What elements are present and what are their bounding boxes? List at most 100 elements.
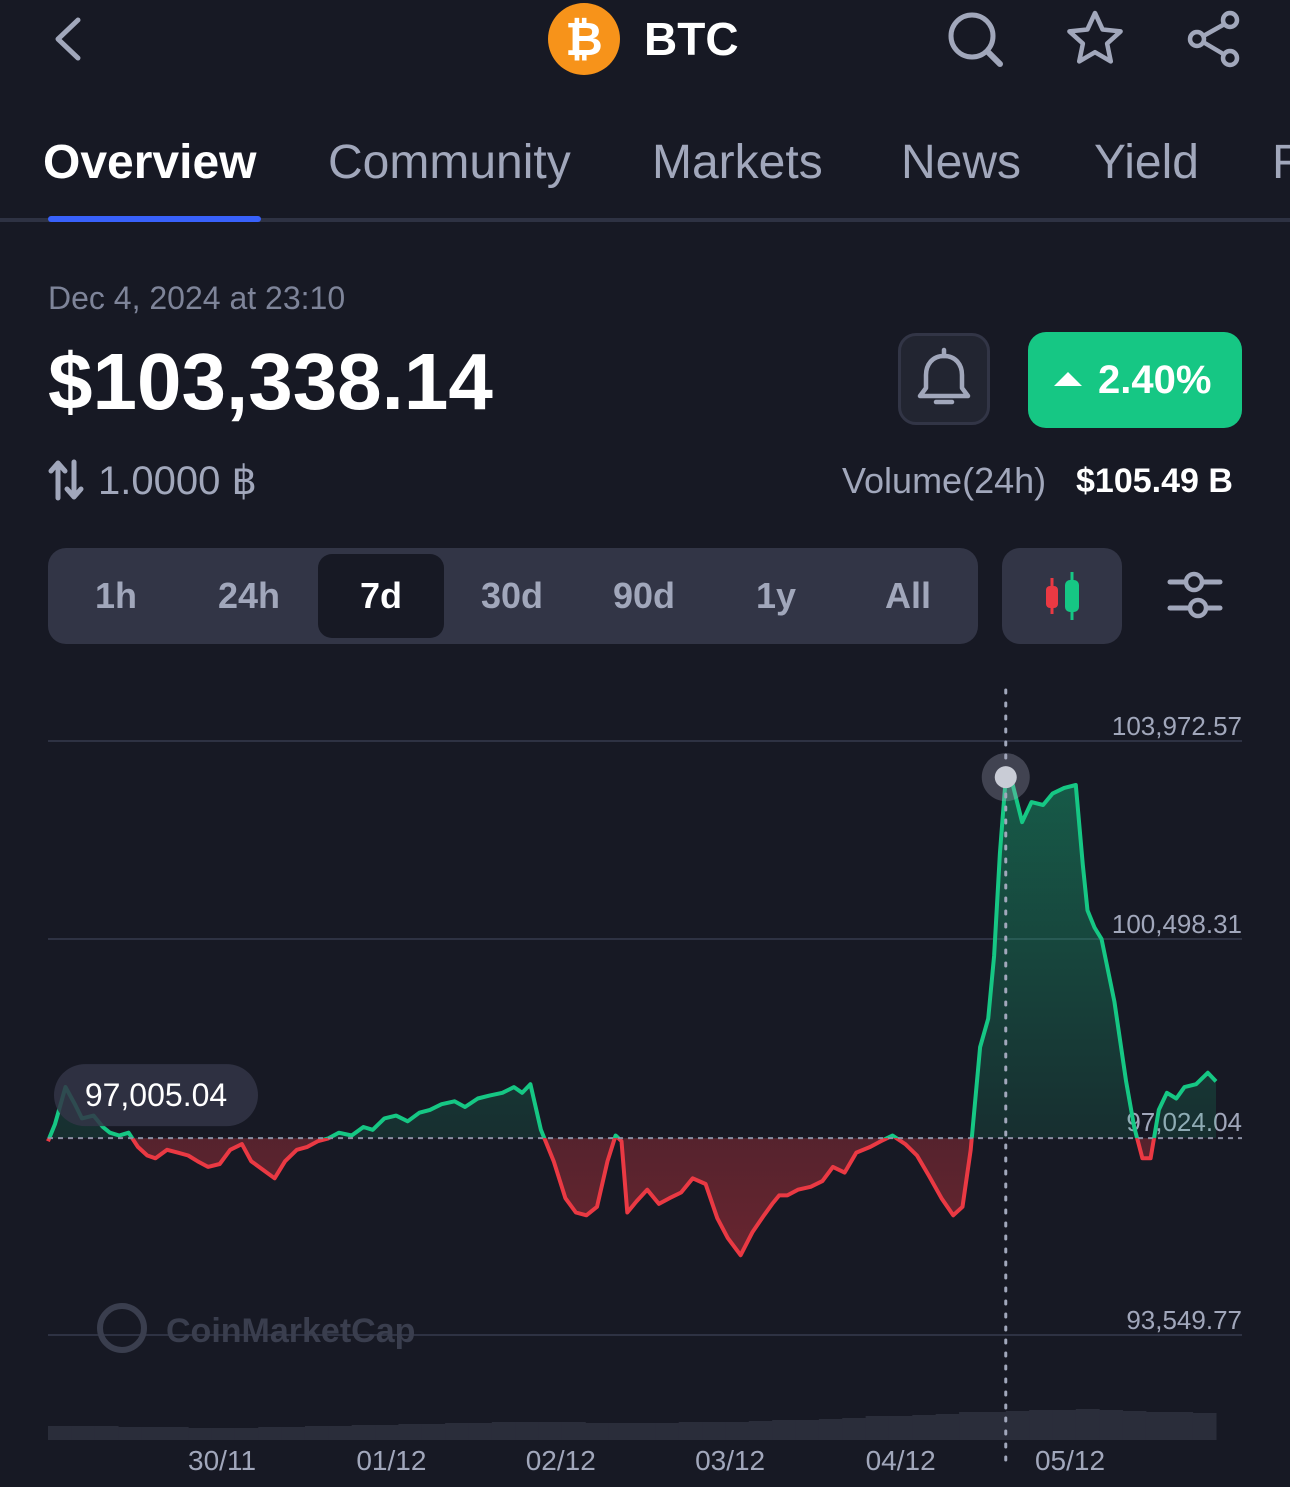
y-tick-label: 93,549.77 bbox=[1126, 1305, 1242, 1335]
volume-bar bbox=[211, 1428, 236, 1440]
volume-bar bbox=[888, 1416, 913, 1440]
volume-bar bbox=[538, 1422, 563, 1440]
range-24h[interactable]: 24h bbox=[217, 575, 281, 616]
y-tick-label: 103,972.57 bbox=[1112, 711, 1242, 741]
volume-bar bbox=[141, 1427, 166, 1440]
volume-bar bbox=[445, 1423, 469, 1440]
volume-bar bbox=[935, 1414, 960, 1440]
volume-bar bbox=[1029, 1410, 1053, 1440]
caret-up-icon bbox=[1054, 372, 1082, 386]
volume-bar bbox=[48, 1426, 72, 1440]
baseline-label-pill bbox=[54, 1064, 258, 1127]
volume-bar bbox=[258, 1427, 283, 1440]
volume-bar bbox=[1099, 1410, 1124, 1440]
tab-community[interactable]: Community bbox=[328, 136, 571, 189]
range-all[interactable]: All bbox=[884, 575, 931, 616]
volume-bar bbox=[632, 1423, 656, 1440]
price-change-value: 2.40% bbox=[1098, 358, 1212, 402]
volume-bar bbox=[1122, 1411, 1147, 1440]
volume-bar bbox=[1192, 1413, 1217, 1440]
volume-bar bbox=[748, 1421, 773, 1440]
share-button[interactable] bbox=[1184, 8, 1246, 70]
price-line-down bbox=[46, 1138, 1157, 1258]
bitcoin-icon: ₿ bbox=[565, 13, 603, 65]
range-1h[interactable]: 1h bbox=[94, 575, 137, 616]
volume-bar bbox=[188, 1428, 213, 1440]
volume-bar bbox=[1145, 1412, 1170, 1440]
volume-bar bbox=[1169, 1412, 1194, 1440]
volume-bar bbox=[94, 1426, 119, 1440]
tab-divider bbox=[0, 218, 1290, 222]
baseline-label: 97,005.04 bbox=[85, 1077, 227, 1113]
candlestick-toggle-button[interactable] bbox=[1002, 548, 1122, 644]
volume-label: Volume(24h) bbox=[842, 460, 1047, 501]
conversion-amount: 1.0000 ฿ bbox=[98, 459, 257, 503]
volume-bar bbox=[328, 1426, 353, 1440]
volume-bar bbox=[118, 1427, 142, 1440]
back-button[interactable] bbox=[46, 14, 96, 64]
volume-bar bbox=[1052, 1410, 1077, 1440]
range-7d[interactable]: 7d bbox=[318, 554, 444, 638]
share-icon bbox=[1187, 10, 1240, 68]
volume-bar bbox=[71, 1426, 96, 1440]
sliders-icon bbox=[1167, 571, 1223, 619]
volume-bar bbox=[421, 1424, 446, 1440]
volume-bar bbox=[655, 1423, 680, 1440]
range-90d[interactable]: 90d bbox=[612, 575, 676, 616]
volume-bar bbox=[818, 1419, 843, 1440]
coin-symbol: BTC bbox=[644, 13, 739, 65]
volume-bar bbox=[912, 1415, 937, 1440]
volume-bar bbox=[1075, 1409, 1100, 1440]
volume-bar bbox=[772, 1420, 797, 1440]
watchlist-button[interactable] bbox=[1064, 8, 1126, 70]
volume-bar bbox=[351, 1425, 376, 1440]
tab-news[interactable]: News bbox=[901, 136, 1022, 189]
candlestick-icon bbox=[1046, 572, 1079, 620]
volume-bar bbox=[561, 1422, 586, 1440]
chart-settings-button[interactable] bbox=[1158, 566, 1230, 628]
volume-bar bbox=[375, 1425, 399, 1440]
volume-bar bbox=[702, 1422, 726, 1440]
volume-bar bbox=[234, 1428, 259, 1440]
watermark-text: CoinMarketCap bbox=[166, 1312, 415, 1350]
x-tick-label: 04/12 bbox=[866, 1445, 936, 1476]
x-tick-label: 02/12 bbox=[526, 1445, 596, 1476]
volume-bar bbox=[865, 1416, 890, 1440]
tab-yield[interactable]: Yield bbox=[1094, 136, 1199, 189]
volume-bar bbox=[281, 1427, 306, 1440]
x-tick-label: 05/12 bbox=[1035, 1445, 1105, 1476]
volume-bar bbox=[842, 1418, 867, 1440]
back-chevron-icon bbox=[55, 17, 81, 61]
coin-logo: ₿ bbox=[548, 3, 620, 75]
range-1y[interactable]: 1y bbox=[755, 575, 797, 616]
volume-bar bbox=[795, 1420, 820, 1440]
volume-bar bbox=[959, 1412, 983, 1440]
star-icon bbox=[1067, 10, 1123, 64]
volume-bar bbox=[585, 1423, 610, 1440]
price-line-up bbox=[47, 775, 1218, 1139]
volume-bar bbox=[1005, 1411, 1030, 1440]
convert-icon[interactable] bbox=[48, 458, 84, 502]
price-chart[interactable]: 103,972.57100,498.3197,024.0493,549.77Co… bbox=[0, 660, 1290, 1487]
crosshair-dot bbox=[994, 766, 1017, 789]
x-tick-label: 30/11 bbox=[188, 1445, 256, 1476]
area-fill-up bbox=[49, 777, 1216, 1139]
volume-value: $105.49 B bbox=[1076, 462, 1233, 500]
price-timestamp: Dec 4, 2024 at 23:10 bbox=[48, 280, 346, 316]
volume-bar bbox=[398, 1424, 423, 1440]
search-button[interactable] bbox=[944, 8, 1006, 70]
active-tab-indicator bbox=[48, 216, 261, 222]
volume-bar bbox=[608, 1423, 633, 1440]
tab-overview[interactable]: Overview bbox=[43, 136, 257, 189]
range-30d[interactable]: 30d bbox=[480, 575, 544, 616]
price-alert-button[interactable] bbox=[898, 333, 990, 425]
x-tick-label: 03/12 bbox=[695, 1445, 765, 1476]
current-price: $103,338.14 bbox=[48, 337, 493, 426]
x-tick-label: 01/12 bbox=[356, 1445, 426, 1476]
volume-bar bbox=[491, 1422, 516, 1440]
tab-markets[interactable]: Markets bbox=[652, 136, 823, 189]
volume-bar bbox=[304, 1426, 329, 1440]
volume-bar bbox=[164, 1427, 189, 1440]
volume-bar bbox=[515, 1422, 540, 1440]
tab-more-cut-off[interactable]: F bbox=[1272, 136, 1290, 189]
